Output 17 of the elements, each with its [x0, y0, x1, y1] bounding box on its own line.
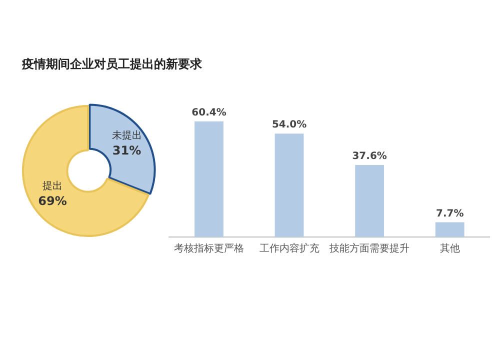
- x-tick-label: 工作内容扩充: [259, 242, 320, 255]
- data-label: 60.4%: [192, 107, 226, 118]
- x-tick-label: 其他: [440, 242, 460, 255]
- data-label: 31%: [112, 144, 142, 158]
- data-label: 7.7%: [436, 208, 464, 220]
- bar: [435, 222, 464, 237]
- x-tick-label: 技能方面需要提升: [328, 242, 410, 255]
- bar: [194, 121, 224, 237]
- chart-title: 疫情期间企业对员工提出的新要求: [20, 56, 203, 73]
- bar: [355, 165, 384, 237]
- bar: [274, 134, 304, 237]
- x-tick-label: 考核指标更严格: [174, 242, 244, 255]
- data-label: 54.0%: [272, 120, 307, 131]
- slice-label: 提出: [42, 180, 63, 192]
- data-label: 37.6%: [352, 151, 387, 162]
- data-label: 69%: [38, 194, 67, 208]
- slice-label: 未提出: [112, 130, 142, 142]
